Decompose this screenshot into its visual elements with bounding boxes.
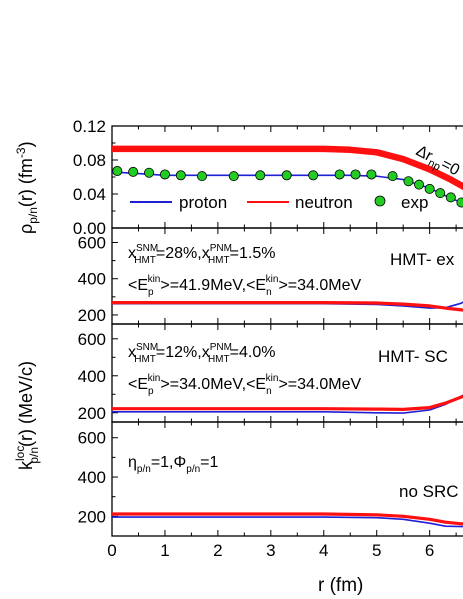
exp-point xyxy=(281,170,292,181)
y-tick-label: 0.12 xyxy=(73,117,106,136)
momentum-ylabel: klocp/n(r) (MeV/c) xyxy=(13,361,41,470)
proton-curve xyxy=(112,516,463,528)
exp-point xyxy=(334,169,345,180)
x-tick-label: 0 xyxy=(107,541,116,560)
y-tick-label: 200 xyxy=(78,306,106,325)
y-tick-label: 400 xyxy=(78,270,106,289)
exp-point xyxy=(456,197,463,208)
x-tick-label: 4 xyxy=(319,541,328,560)
exp-point xyxy=(445,192,456,203)
tick-marks xyxy=(111,125,457,537)
y-tick-label: 0.08 xyxy=(73,151,106,170)
exp-point xyxy=(228,171,239,182)
hmt-exp-energies: <Epkin>=41.9MeV,<Enkin>=34.0MeV xyxy=(128,274,362,298)
exp-point xyxy=(435,188,446,199)
exp-point xyxy=(308,170,319,181)
hmt-src-label: HMT- SC xyxy=(378,347,448,366)
y-tick-label: 600 xyxy=(78,330,106,349)
exp-point xyxy=(175,170,186,181)
exp-point xyxy=(414,179,425,190)
hmt-src-fractions: xSNM HMT=12%,xPNM HMT=4.0% xyxy=(128,342,275,365)
x-tick-label: 5 xyxy=(372,541,381,560)
y-tick-label: 200 xyxy=(78,404,106,423)
exp-point xyxy=(424,183,435,194)
panel-frame-hmt-exp xyxy=(111,227,463,325)
x-tick-label: 3 xyxy=(266,541,275,560)
exp-point xyxy=(350,169,361,180)
hmt-exp-fractions: xSNM HMT=28%,xPNM HMT=1.5% xyxy=(128,243,275,266)
y-tick-label: 600 xyxy=(78,233,106,252)
exp-point xyxy=(255,170,266,181)
x-axis-title: r (fm) xyxy=(318,575,363,596)
legend-exp-label: exp xyxy=(401,193,428,212)
hmt-exp-label: HMT- ex xyxy=(390,250,455,269)
tick-labels: 0.00 0.04 0.08 0.12 200 400 600 200 400 600 200 400… xyxy=(73,117,434,560)
y-tick-label: 400 xyxy=(78,367,106,386)
x-tick-label: 6 xyxy=(425,541,434,560)
x-tick-label: 1 xyxy=(160,541,169,560)
panel-frame-no-src xyxy=(111,421,463,537)
neutron-curve xyxy=(112,301,463,312)
density-ylabel: ρp/n(r) (fm-3) xyxy=(14,141,40,234)
eta-phi-label: ηp/n=1,Φp/n=1 xyxy=(128,454,219,475)
delta-rnp-annotation: Δrnp=0 xyxy=(412,143,463,183)
neutron-curve xyxy=(112,394,463,411)
exp-point xyxy=(196,171,207,182)
x-tick-label: 2 xyxy=(213,541,222,560)
neutron-curve xyxy=(112,145,463,191)
exp-point xyxy=(128,166,139,177)
exp-point xyxy=(144,167,155,178)
exp-point xyxy=(112,166,123,177)
exp-point xyxy=(387,171,398,182)
legend: proton neutron exp xyxy=(130,193,428,212)
y-tick-label: 0.00 xyxy=(73,219,106,238)
curve-layer xyxy=(111,145,463,528)
legend-neutron-label: neutron xyxy=(295,193,353,212)
y-tick-label: 600 xyxy=(78,429,106,448)
legend-proton-label: proton xyxy=(179,193,227,212)
y-tick-label: 200 xyxy=(78,507,106,526)
exp-point xyxy=(403,176,414,187)
neutron-curve xyxy=(112,512,463,526)
hmt-src-energies: <Epkin>=34.0MeV,<Enkin>=34.0MeV xyxy=(128,373,362,397)
no-src-label: no SRC xyxy=(399,482,459,501)
legend-exp-marker xyxy=(374,195,386,207)
y-tick-label: 0.04 xyxy=(73,185,106,204)
exp-point xyxy=(159,169,170,180)
exp-point xyxy=(366,169,377,180)
y-tick-label: 400 xyxy=(78,468,106,487)
